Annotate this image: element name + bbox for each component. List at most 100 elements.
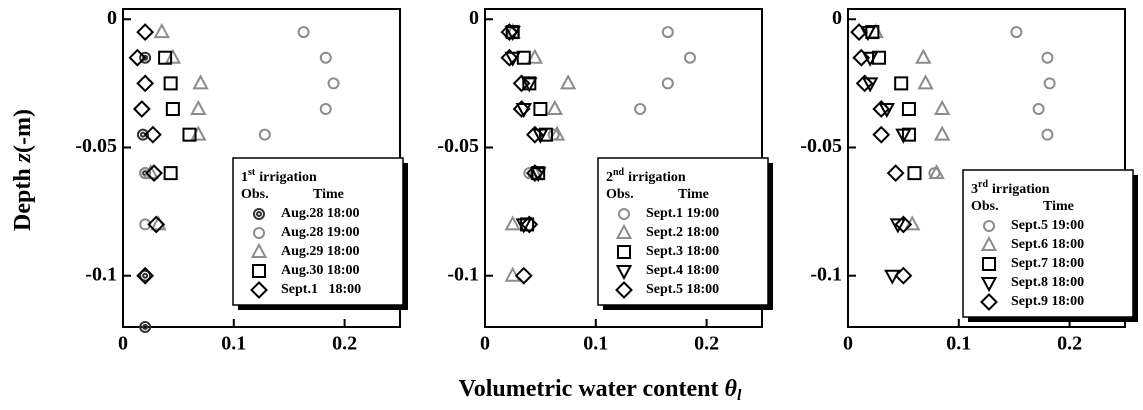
y-tick-label: -0.1 <box>447 263 479 285</box>
circle <box>258 128 271 141</box>
legend-title-ordinal: 3 <box>971 182 978 197</box>
triangle-down <box>861 77 879 93</box>
legend-title-text: irrigation <box>992 182 1050 197</box>
triangle-down <box>615 265 633 281</box>
circle <box>136 128 149 141</box>
y-tick-label: 0 <box>107 7 117 29</box>
triangle <box>504 215 521 231</box>
triangle-down <box>878 103 895 119</box>
legend-title-text: irrigation <box>259 170 317 185</box>
triangle <box>548 125 566 141</box>
circle <box>983 220 995 232</box>
circle <box>1032 103 1045 116</box>
legend-header: Obs. <box>606 187 634 202</box>
x-tick-label: 0.2 <box>1057 333 1082 355</box>
legend-label: Aug.29 18:00 <box>281 244 360 259</box>
legend-header: Time <box>313 187 344 202</box>
marker <box>250 281 268 299</box>
diamond <box>872 100 891 118</box>
marker <box>532 128 549 144</box>
triangle <box>192 74 209 90</box>
y-tick-label: 0 <box>832 7 842 29</box>
triangle <box>615 223 633 239</box>
diamond <box>250 281 268 299</box>
y-tick-label: -0.05 <box>800 135 842 157</box>
marker <box>615 223 633 239</box>
legend-label: Sept.1 18:00 <box>281 282 361 297</box>
marker <box>319 51 332 64</box>
marker <box>525 164 544 183</box>
marker <box>163 76 178 91</box>
square <box>982 257 996 271</box>
circle <box>139 269 152 282</box>
x-axis-label: Volumetric water content θl <box>459 376 742 404</box>
legend: 3rd irrigation Obs. Time Sept.5 19:00 Sept.6 … <box>962 169 1138 322</box>
square <box>163 166 178 181</box>
marker <box>894 266 913 285</box>
y-axis-label: Depth z(-m) <box>10 109 36 231</box>
triangle-down <box>521 77 538 93</box>
marker <box>548 125 566 141</box>
marker <box>500 48 519 67</box>
circle <box>683 51 696 64</box>
legend-header: Obs. <box>971 199 999 214</box>
triangle <box>250 242 268 258</box>
legend-label: Aug.28 19:00 <box>281 225 360 240</box>
marker <box>894 215 913 234</box>
diamond <box>136 266 155 285</box>
triangle <box>526 48 544 64</box>
triangle <box>164 48 182 64</box>
marker <box>928 164 945 180</box>
circle <box>1041 51 1054 64</box>
legend-label: Sept.6 18:00 <box>1011 237 1084 252</box>
marker <box>915 48 932 64</box>
square <box>901 102 916 117</box>
marker <box>618 208 630 220</box>
square <box>182 127 197 142</box>
triangle <box>934 99 951 116</box>
triangle <box>980 235 998 251</box>
triangle <box>153 22 170 39</box>
diamond <box>132 100 151 118</box>
y-tick-label: -0.05 <box>75 135 117 157</box>
square <box>163 76 178 91</box>
legend-label: Sept.5 18:00 <box>646 282 719 297</box>
square <box>252 264 266 278</box>
circle-inner <box>142 272 149 279</box>
diamond <box>894 215 913 234</box>
marker <box>327 77 340 90</box>
legend-label: Sept.1 19:00 <box>646 206 719 221</box>
square <box>165 102 180 117</box>
marker <box>297 26 310 39</box>
legend: 2nd irrigation Obs. Time Sept.1 19:00 Sept.2 … <box>597 157 773 310</box>
marker <box>515 218 532 234</box>
diamond <box>512 74 531 93</box>
marker <box>855 74 874 93</box>
diamond <box>145 164 163 183</box>
square <box>617 245 631 259</box>
diamond <box>525 125 544 144</box>
triangle <box>915 48 932 64</box>
marker <box>144 125 162 144</box>
marker <box>258 128 271 141</box>
diamond <box>850 23 868 41</box>
marker <box>615 265 633 281</box>
marker <box>158 50 173 65</box>
marker <box>139 269 152 282</box>
marker <box>901 102 916 117</box>
legend-label: Sept.7 18:00 <box>1011 256 1084 271</box>
marker <box>661 77 674 90</box>
legend-title-ordinal: 1 <box>241 170 248 185</box>
marker <box>872 100 891 118</box>
legend-label: Sept.2 18:00 <box>646 225 719 240</box>
panel: 0 -0.05 -0.1 0 0.1 0.2 <box>800 7 1126 355</box>
diamond <box>855 74 874 93</box>
triangle-down <box>515 218 532 234</box>
legend: 1st irrigation Obs. Time Aug.28 18:00 Aug.28 … <box>232 157 408 310</box>
marker <box>252 264 266 278</box>
marker <box>250 242 268 258</box>
x-tick-label: 0.2 <box>694 333 719 355</box>
marker <box>145 164 163 183</box>
panel: 0 -0.05 -0.1 0 0.1 0.2 <box>437 7 763 355</box>
marker <box>852 48 871 67</box>
